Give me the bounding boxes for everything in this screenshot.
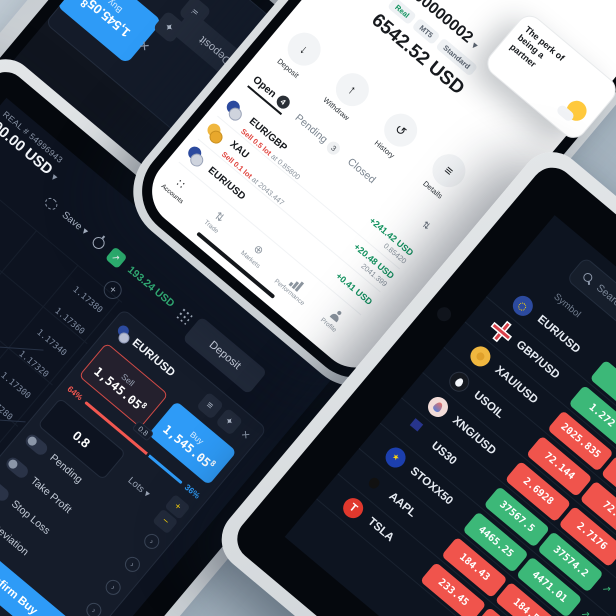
buy-sentiment: 36%	[182, 482, 203, 501]
timer-icon[interactable]	[89, 234, 107, 252]
chevron-right-icon[interactable]: ›	[122, 553, 144, 575]
terminal-account: REAL # 54996943 00.00 USD ▾	[0, 109, 70, 184]
sun-icon	[554, 93, 591, 130]
chevron-right-icon[interactable]: ›	[141, 530, 163, 552]
chevron-right-icon[interactable]: ›	[83, 599, 105, 616]
gas-flame-icon	[423, 392, 453, 422]
globe-icon: ⊕	[250, 242, 266, 258]
gold-icon	[466, 342, 495, 371]
trend-arrow-icon: ↗	[578, 607, 592, 616]
tesla-logo-icon: T	[339, 494, 368, 523]
search-placeholder: Search	[593, 281, 616, 313]
sliders-icon[interactable]: ≡	[195, 391, 224, 420]
chevron-down-icon: ▾	[469, 40, 480, 51]
eurusd-flag-icon	[113, 322, 134, 346]
sell-sentiment: 64%	[65, 383, 85, 403]
search-icon	[580, 271, 595, 286]
eu-stars-flag-icon: ★	[381, 443, 410, 472]
equity-value: 193.24 USD	[125, 263, 177, 310]
tab-closed[interactable]: Closed	[345, 155, 378, 187]
close-icon[interactable]: ✕	[238, 428, 252, 443]
eurusd-flag-icon	[508, 291, 537, 320]
save-button[interactable]: Save ▾	[59, 209, 91, 238]
oil-icon	[445, 367, 474, 396]
sort-icon[interactable]: ⇅	[420, 218, 433, 232]
chevron-right-icon[interactable]: ›	[102, 576, 125, 598]
trend-up-chip-icon: ↗	[104, 246, 128, 269]
lasso-save-icon[interactable]	[43, 195, 61, 212]
grid-apps-icon[interactable]	[175, 306, 194, 325]
pending-count-badge: 3	[324, 138, 344, 158]
chevron-down-icon: ▾	[49, 171, 60, 183]
eurgbp-flag-icon	[221, 97, 249, 126]
trade-arrows-icon: ⇅	[211, 209, 227, 225]
trend-arrow-icon: ↗	[599, 582, 614, 597]
eurusd-flag-icon	[183, 143, 211, 172]
accounts-grid-icon: ∷	[173, 177, 187, 192]
gold-icon	[202, 120, 230, 149]
toggle-switch[interactable]	[0, 477, 12, 503]
toggle-switch[interactable]	[4, 454, 31, 480]
toggle-switch[interactable]	[23, 431, 51, 457]
open-count-badge: 4	[273, 92, 293, 112]
star-icon[interactable]: ✦	[214, 407, 244, 436]
